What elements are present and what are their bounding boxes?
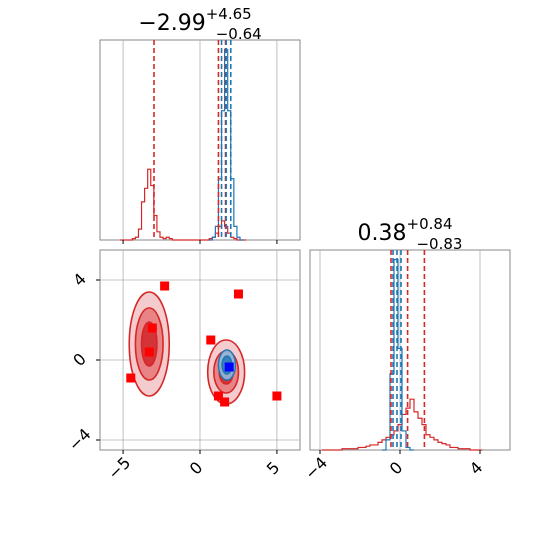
title-minus: −0.83 xyxy=(416,235,462,253)
red-marker xyxy=(206,335,216,345)
title-plus: +0.84 xyxy=(407,215,453,233)
joint-contour-plot: −5 0 5 −4 0 4 xyxy=(65,249,301,483)
title-minus: −0.64 xyxy=(216,25,262,43)
axes-frame xyxy=(309,249,511,451)
x-tick-label: −5 xyxy=(104,453,134,483)
x-tick-label: 5 xyxy=(263,458,284,479)
blue-marker xyxy=(224,362,234,372)
quantile-lines xyxy=(153,40,232,240)
grid-lines xyxy=(122,40,278,240)
grid-lines xyxy=(319,250,481,450)
title-value: −2.99 xyxy=(138,11,205,36)
red-marker xyxy=(272,391,282,401)
title-plus: +4.65 xyxy=(206,5,252,23)
tick-label: −4 xyxy=(301,453,331,483)
red-marker xyxy=(126,373,136,383)
y-tick-label: 4 xyxy=(69,269,90,290)
tick-label: 4 xyxy=(466,458,487,479)
title-param-2: 0.38+0.84 −0.83 xyxy=(358,215,463,253)
marginal-histogram-param-1 xyxy=(99,39,301,244)
red-marker xyxy=(147,323,157,333)
sample-markers xyxy=(126,281,282,407)
x-tick-label: 0 xyxy=(186,458,207,479)
histogram-series xyxy=(382,258,414,451)
title-value: 0.38 xyxy=(358,221,407,246)
red-marker xyxy=(213,391,223,401)
red-marker xyxy=(144,347,154,357)
title-param-1: −2.99+4.65 −0.64 xyxy=(138,5,261,43)
y-tick-label: −4 xyxy=(65,425,95,455)
red-marker xyxy=(220,397,230,407)
quantile-lines xyxy=(390,250,426,450)
red-marker xyxy=(160,281,170,291)
marginal-histogram-param-2: −4 0 4 xyxy=(301,249,511,483)
x-ticks: −4 0 4 xyxy=(301,450,486,483)
histogram-series xyxy=(322,398,482,451)
y-tick-label: 0 xyxy=(69,349,90,370)
red-marker xyxy=(233,289,243,299)
tick-label: 0 xyxy=(386,458,407,479)
histograms xyxy=(322,258,482,451)
x-ticks xyxy=(122,240,278,244)
